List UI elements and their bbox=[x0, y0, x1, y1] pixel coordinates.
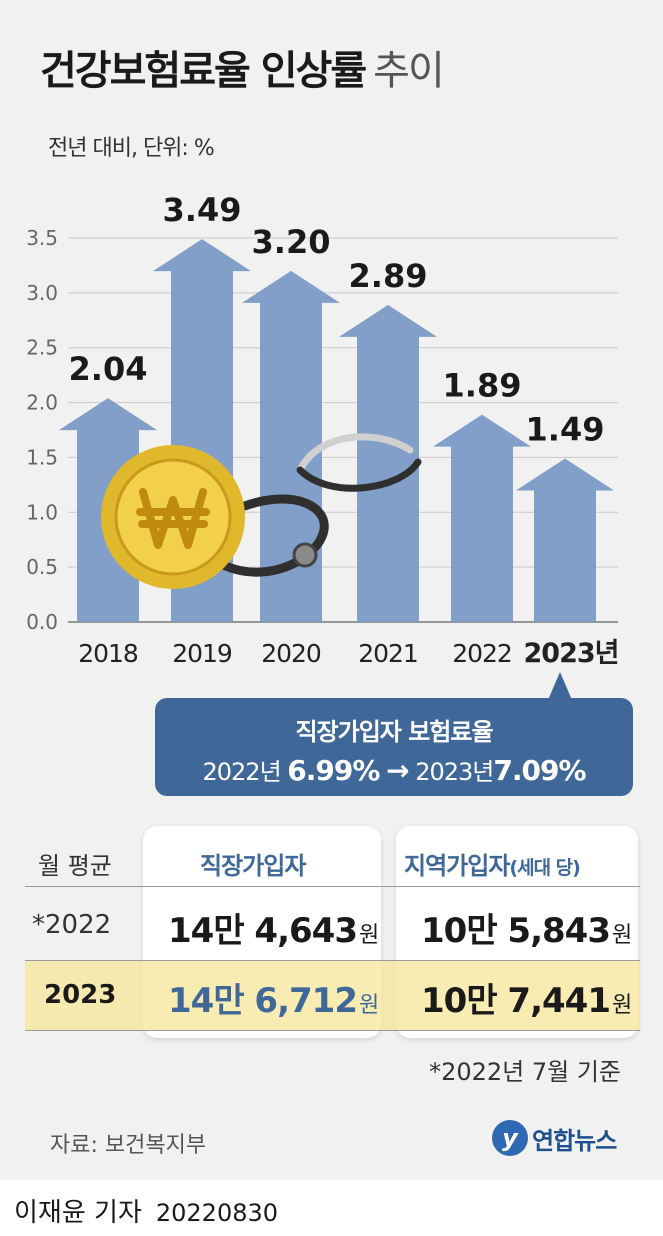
x-tick-label: 2018 bbox=[78, 639, 138, 668]
y-tick-label: 2.5 bbox=[26, 336, 58, 360]
stethoscope-chestpiece bbox=[292, 542, 318, 568]
callout-pointer bbox=[548, 672, 572, 700]
data-label: 1.89 bbox=[443, 367, 522, 405]
chart-unit-note: 전년 대비, 단위: % bbox=[48, 136, 215, 161]
y-tick-label: 1.5 bbox=[26, 445, 58, 469]
logo-text: 연합뉴스 bbox=[532, 1126, 617, 1155]
stethoscope-binaural bbox=[296, 458, 422, 492]
table-cell-col2: 10만 5,843원 bbox=[421, 911, 632, 951]
page-title: 건강보험료율 인상률 추이 bbox=[40, 38, 445, 96]
table-row-year: *2022 bbox=[32, 910, 112, 940]
callout-from-value: 6.99% bbox=[287, 754, 380, 787]
data-label: 3.20 bbox=[252, 223, 331, 261]
callout-arrow-glyph: → bbox=[386, 754, 409, 787]
callout-from-year: 2022년 bbox=[202, 758, 281, 786]
won-coin-face bbox=[114, 458, 232, 576]
y-tick-label: 3.0 bbox=[26, 281, 58, 305]
bar bbox=[516, 458, 614, 622]
table-divider bbox=[25, 1030, 640, 1031]
rate-callout: 직장가입자 보험료율 2022년 6.99% → 2023년7.09% bbox=[155, 698, 633, 796]
table-row-highlight bbox=[25, 960, 640, 1030]
data-label: 3.49 bbox=[163, 191, 242, 229]
y-tick-label: 3.5 bbox=[26, 226, 58, 250]
callout-to-year: 2023년 bbox=[415, 758, 494, 786]
reporter-name: 이재윤 기자 bbox=[14, 1198, 142, 1228]
x-tick-label: 2023년 bbox=[524, 638, 619, 669]
data-label: 2.89 bbox=[349, 257, 428, 295]
table-row-header-label: 월 평균 bbox=[38, 852, 112, 880]
logo-icon: y bbox=[492, 1120, 528, 1156]
bar bbox=[339, 304, 437, 622]
publish-date: 20220830 bbox=[155, 1199, 279, 1227]
callout-to-value: 7.09% bbox=[493, 754, 586, 787]
yonhap-logo: y 연합뉴스 bbox=[492, 1120, 617, 1156]
byline: 이재윤 기자 20220830 bbox=[14, 1192, 278, 1229]
y-tick-label: 2.0 bbox=[26, 391, 58, 415]
x-tick-label: 2020 bbox=[261, 639, 321, 668]
data-label: 1.49 bbox=[526, 411, 605, 449]
table-cell-col2: 10만 7,441원 bbox=[421, 981, 632, 1021]
stethoscope-binaural bbox=[296, 433, 414, 474]
bar bbox=[433, 414, 531, 622]
title-suffix: 추이 bbox=[373, 48, 445, 94]
y-tick-label: 0.5 bbox=[26, 555, 58, 579]
bar bbox=[242, 270, 340, 622]
table-cell-col1: 14만 4,643원 bbox=[168, 911, 379, 951]
x-tick-label: 2021 bbox=[358, 639, 418, 668]
table-col1-header: 직장가입자 bbox=[200, 852, 306, 880]
won-sign-icon bbox=[136, 488, 210, 549]
x-tick-label: 2022 bbox=[452, 639, 512, 668]
table-divider bbox=[25, 960, 640, 961]
table-col2-header: 지역가입자(세대 당) bbox=[404, 852, 581, 880]
callout-title: 직장가입자 보험료율 bbox=[295, 718, 493, 746]
data-label: 2.04 bbox=[69, 350, 148, 388]
bar-chart: 0.0 0.5 1.0 1.5 2.0 2.5 3.0 3.5 2.04 2018 3.49 2019… bbox=[26, 191, 619, 669]
callout-rate-change: 2022년 6.99% → 2023년7.09% bbox=[155, 752, 633, 787]
table-footnote: *2022년 7월 기준 bbox=[429, 1058, 621, 1086]
source-text: 자료: 보건복지부 bbox=[50, 1133, 207, 1158]
table-row-year: 2023 bbox=[44, 980, 117, 1010]
x-tick-label: 2019 bbox=[172, 639, 232, 668]
y-tick-label: 0.0 bbox=[26, 610, 58, 634]
y-tick-label: 1.0 bbox=[26, 500, 58, 524]
table-divider bbox=[25, 886, 640, 887]
table-cell-col1-highlight: 14만 6,712원 bbox=[168, 981, 379, 1021]
title-main: 건강보험료율 인상률 bbox=[40, 48, 367, 94]
